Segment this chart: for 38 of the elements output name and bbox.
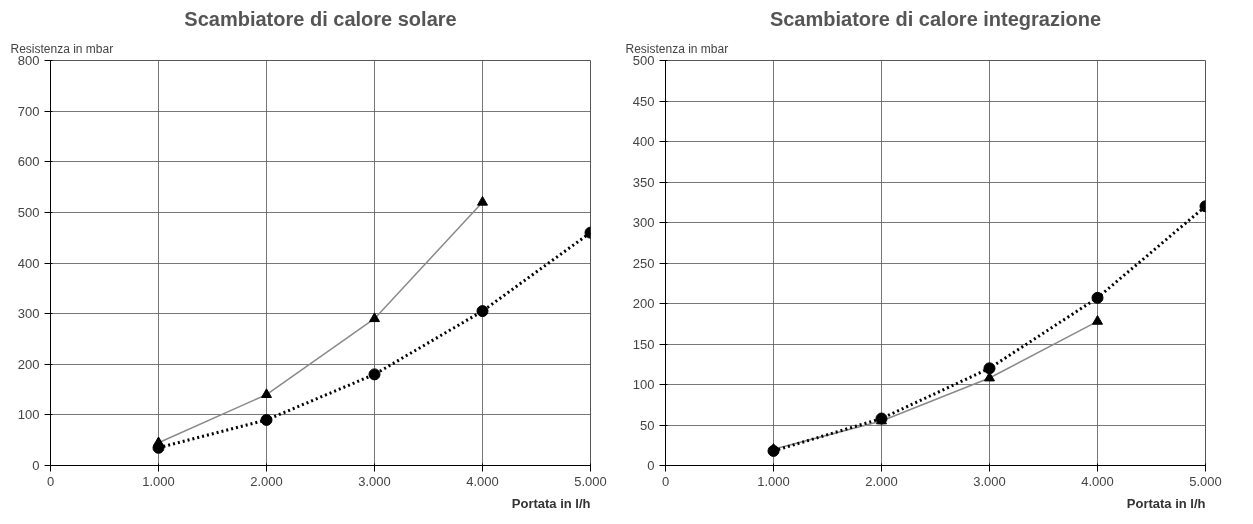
y-tick-label: 150 [632, 336, 655, 352]
y-tick-label: 50 [640, 417, 655, 433]
x-tick-label: 4.000 [1081, 473, 1114, 489]
y-axis-title: Resistenza in mbar [625, 41, 729, 56]
y-axis-title: Resistenza in mbar [10, 41, 114, 56]
y-tick-label: 200 [632, 296, 655, 311]
x-tick-label: 0 [46, 473, 55, 489]
y-tick-label: 500 [17, 204, 40, 220]
x-tick-label: 0 [661, 473, 670, 489]
y-tick-label: 500 [632, 53, 655, 68]
x-tick-label: 3.000 [973, 473, 1006, 489]
y-tick-label: 300 [17, 306, 40, 322]
x-tick-label: 1.000 [142, 473, 175, 489]
y-tick-label: 350 [632, 174, 655, 190]
y-tick-label: 400 [17, 255, 40, 271]
y-tick-label: 450 [632, 93, 655, 109]
x-tick-label: 5.000 [574, 473, 607, 489]
y-tick-label: 100 [632, 377, 655, 392]
y-tick-label: 700 [17, 103, 40, 119]
y-tick-label: 400 [632, 134, 655, 149]
y-tick-label: 200 [17, 356, 40, 372]
chart-title: Scambiatore di calore integrazione [769, 7, 1102, 30]
x-axis-title: Portata in l/h [1126, 495, 1206, 511]
x-tick-label: 1.000 [757, 473, 790, 489]
x-tick-label: 5.000 [1189, 473, 1222, 489]
y-tick-label: 300 [632, 215, 655, 230]
chart-title: Scambiatore di calore solare [184, 7, 457, 30]
y-tick-label: 250 [632, 255, 655, 271]
x-tick-label: 2.000 [250, 473, 283, 489]
x-axis-title: Portata in l/h [511, 495, 591, 511]
y-tick-label: 0 [647, 458, 655, 473]
x-tick-label: 2.000 [865, 473, 898, 489]
x-tick-label: 3.000 [358, 473, 391, 489]
y-tick-label: 100 [17, 407, 40, 423]
x-tick-label: 4.000 [466, 473, 499, 489]
y-tick-label: 0 [32, 458, 40, 473]
y-tick-label: 800 [17, 53, 40, 68]
y-tick-label: 600 [17, 154, 40, 170]
